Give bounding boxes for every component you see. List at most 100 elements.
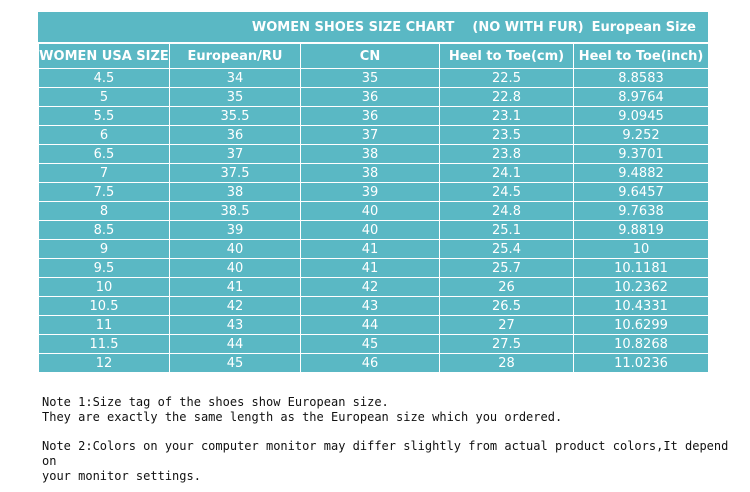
table-row: 10 41 42 26 10.2362 [38, 277, 709, 297]
usa-size-cell: 7 [38, 163, 170, 183]
cn-cell: 38 [300, 144, 440, 164]
usa-size-cell: 10.5 [38, 296, 170, 316]
table-row: 5.5 35.5 36 23.1 9.0945 [38, 106, 709, 126]
table-row: 6.5 37 38 23.8 9.3701 [38, 144, 709, 164]
european-ru-cell: 45 [169, 353, 301, 373]
usa-size-cell: 5.5 [38, 106, 170, 126]
note-1-line-2: They are exactly the same length as the … [42, 410, 563, 424]
european-ru-cell: 40 [169, 239, 301, 259]
col-header-heel-toe-inch: Heel to Toe(inch) [573, 43, 709, 69]
heel-toe-cm-cell: 27 [439, 315, 574, 335]
heel-toe-cm-cell: 24.1 [439, 163, 574, 183]
heel-toe-cm-cell: 26 [439, 277, 574, 297]
usa-size-cell: 8 [38, 201, 170, 221]
usa-size-cell: 4.5 [38, 68, 170, 88]
cn-cell: 44 [300, 315, 440, 335]
cn-cell: 37 [300, 125, 440, 145]
heel-toe-inch-cell: 9.0945 [573, 106, 709, 126]
european-ru-cell: 39 [169, 220, 301, 240]
table-row: 7 37.5 38 24.1 9.4882 [38, 163, 709, 183]
european-ru-cell: 38 [169, 182, 301, 202]
heel-toe-cm-cell: 26.5 [439, 296, 574, 316]
size-table-body: 4.5 34 35 22.5 8.8583 5 35 36 22.8 8.9764 5.5 35.5 3… [38, 68, 709, 373]
chart-title-fur-note: (NO WITH FUR) [472, 19, 584, 35]
cn-cell: 42 [300, 277, 440, 297]
heel-toe-inch-cell: 10.6299 [573, 315, 709, 335]
usa-size-cell: 11 [38, 315, 170, 335]
notes-section: Note 1:Size tag of the shoes show Europe… [42, 395, 732, 484]
chart-title-suffix: European Size [591, 19, 696, 35]
table-row: 10.5 42 43 26.5 10.4331 [38, 296, 709, 316]
heel-toe-inch-cell: 8.8583 [573, 68, 709, 88]
heel-toe-inch-cell: 9.252 [573, 125, 709, 145]
heel-toe-inch-cell: 8.9764 [573, 87, 709, 107]
european-ru-cell: 36 [169, 125, 301, 145]
european-ru-cell: 37.5 [169, 163, 301, 183]
heel-toe-inch-cell: 10.2362 [573, 277, 709, 297]
european-ru-cell: 35 [169, 87, 301, 107]
usa-size-cell: 12 [38, 353, 170, 373]
heel-toe-cm-cell: 23.5 [439, 125, 574, 145]
heel-toe-inch-cell: 9.3701 [573, 144, 709, 164]
table-row: 9.5 40 41 25.7 10.1181 [38, 258, 709, 278]
heel-toe-inch-cell: 10.8268 [573, 334, 709, 354]
european-ru-cell: 38.5 [169, 201, 301, 221]
heel-toe-cm-cell: 25.4 [439, 239, 574, 259]
chart-title-row: WOMEN SHOES SIZE CHART (NO WITH FUR) Eur… [38, 12, 708, 43]
cn-cell: 38 [300, 163, 440, 183]
table-row: 4.5 34 35 22.5 8.8583 [38, 68, 709, 88]
heel-toe-inch-cell: 11.0236 [573, 353, 709, 373]
note-2-line-1: Note 2:Colors on your computer monitor m… [42, 439, 729, 468]
heel-toe-cm-cell: 24.5 [439, 182, 574, 202]
heel-toe-cm-cell: 23.1 [439, 106, 574, 126]
cn-cell: 36 [300, 87, 440, 107]
usa-size-cell: 6 [38, 125, 170, 145]
usa-size-cell: 6.5 [38, 144, 170, 164]
heel-toe-inch-cell: 9.4882 [573, 163, 709, 183]
table-row: 11 43 44 27 10.6299 [38, 315, 709, 335]
col-header-european-ru: European/RU [169, 43, 301, 69]
cn-cell: 36 [300, 106, 440, 126]
heel-toe-cm-cell: 23.8 [439, 144, 574, 164]
table-row: 9 40 41 25.4 10 [38, 239, 709, 259]
size-chart: WOMEN SHOES SIZE CHART (NO WITH FUR) Eur… [38, 12, 709, 373]
note-1-line-1: Note 1:Size tag of the shoes show Europe… [42, 395, 389, 409]
size-table: WOMEN USA SIZE European/RU CN Heel to To… [38, 43, 709, 373]
cn-cell: 45 [300, 334, 440, 354]
col-header-heel-toe-cm: Heel to Toe(cm) [439, 43, 574, 69]
heel-toe-cm-cell: 24.8 [439, 201, 574, 221]
heel-toe-cm-cell: 25.7 [439, 258, 574, 278]
european-ru-cell: 34 [169, 68, 301, 88]
cn-cell: 40 [300, 201, 440, 221]
heel-toe-cm-cell: 25.1 [439, 220, 574, 240]
header-row: WOMEN USA SIZE European/RU CN Heel to To… [38, 43, 709, 69]
table-row: 8 38.5 40 24.8 9.7638 [38, 201, 709, 221]
heel-toe-cm-cell: 22.5 [439, 68, 574, 88]
cn-cell: 41 [300, 258, 440, 278]
heel-toe-inch-cell: 9.7638 [573, 201, 709, 221]
heel-toe-cm-cell: 22.8 [439, 87, 574, 107]
european-ru-cell: 43 [169, 315, 301, 335]
heel-toe-inch-cell: 9.6457 [573, 182, 709, 202]
heel-toe-cm-cell: 28 [439, 353, 574, 373]
cn-cell: 46 [300, 353, 440, 373]
col-header-usa-size: WOMEN USA SIZE [38, 43, 170, 69]
note-2-line-2: your monitor settings. [42, 469, 201, 483]
usa-size-cell: 8.5 [38, 220, 170, 240]
usa-size-cell: 9.5 [38, 258, 170, 278]
table-row: 11.5 44 45 27.5 10.8268 [38, 334, 709, 354]
european-ru-cell: 44 [169, 334, 301, 354]
cn-cell: 40 [300, 220, 440, 240]
cn-cell: 39 [300, 182, 440, 202]
usa-size-cell: 9 [38, 239, 170, 259]
heel-toe-cm-cell: 27.5 [439, 334, 574, 354]
usa-size-cell: 5 [38, 87, 170, 107]
table-row: 8.5 39 40 25.1 9.8819 [38, 220, 709, 240]
cn-cell: 43 [300, 296, 440, 316]
heel-toe-inch-cell: 10.4331 [573, 296, 709, 316]
heel-toe-inch-cell: 10.1181 [573, 258, 709, 278]
cn-cell: 35 [300, 68, 440, 88]
european-ru-cell: 40 [169, 258, 301, 278]
col-header-cn: CN [300, 43, 440, 69]
table-row: 5 35 36 22.8 8.9764 [38, 87, 709, 107]
